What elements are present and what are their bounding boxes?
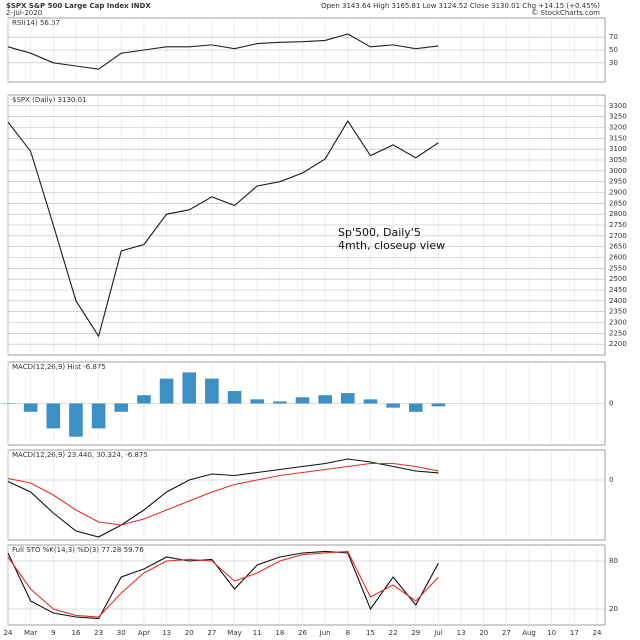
- histogram-bar: [23, 403, 38, 412]
- annotation: Sp'500, Daily'5: [338, 226, 421, 239]
- date: 2-Jul-2020: [6, 9, 42, 17]
- y-tick-label: 0: [609, 476, 613, 484]
- y-tick-label: 2850: [609, 199, 627, 207]
- x-tick-label: May: [227, 629, 241, 637]
- y-tick-label: 2350: [609, 308, 627, 316]
- x-tick-label: 10: [547, 629, 556, 637]
- series-line: [7, 33, 439, 70]
- histogram-bar: [69, 403, 83, 437]
- y-tick-label: 2750: [609, 221, 627, 229]
- y-tick-label: 2300: [609, 319, 627, 327]
- y-tick-label: 2600: [609, 254, 627, 262]
- y-tick-label: 2200: [609, 340, 627, 348]
- x-tick-label: 13: [457, 629, 466, 637]
- credit: © StockCharts.com: [531, 9, 600, 17]
- panel-title: RSI(14) 56.37: [12, 19, 60, 27]
- panel-title: $SPX (Daily) 3130.01: [12, 96, 86, 104]
- histogram-bar: [46, 403, 61, 429]
- histogram-bar: [341, 393, 355, 404]
- x-tick-label: 27: [502, 629, 511, 637]
- x-tick-label: 27: [207, 629, 216, 637]
- histogram-bar: [386, 403, 400, 408]
- histogram-bar: [205, 378, 219, 404]
- x-tick-label: 13: [162, 629, 171, 637]
- symbol: $SPX S&P 500 Large Cap Index INDX: [6, 2, 151, 10]
- y-tick-label: 2550: [609, 264, 627, 272]
- x-tick-label: 20: [479, 629, 488, 637]
- y-tick-label: 50: [609, 46, 618, 54]
- panel-title: MACD(12,26,9) 23.440, 30.324, -6.875: [12, 451, 148, 459]
- y-tick-label: 2500: [609, 275, 627, 283]
- y-tick-label: 2800: [609, 210, 627, 218]
- panel-title: MACD(12,26,9) Hist -6.875: [12, 363, 106, 371]
- y-tick-label: 0: [609, 400, 613, 408]
- x-tick-label: 29: [411, 629, 420, 637]
- histogram-bar: [91, 403, 106, 429]
- x-tick-label: 24: [4, 629, 13, 637]
- x-tick-label: 26: [298, 629, 307, 637]
- annotation: 4mth, closeup view: [338, 239, 445, 252]
- y-tick-label: 2700: [609, 232, 627, 240]
- histogram-bar: [182, 372, 197, 404]
- x-tick-label: Jun: [319, 629, 331, 637]
- series-line: [7, 462, 439, 526]
- histogram-bar: [1, 403, 15, 404]
- x-tick-label: 24: [593, 629, 602, 637]
- x-tick-label: 8: [346, 629, 350, 637]
- histogram-bar: [408, 403, 423, 412]
- series-line: [7, 458, 439, 538]
- x-tick-label: Apr: [138, 629, 150, 637]
- y-tick-label: 2400: [609, 297, 627, 305]
- histogram-bar: [250, 399, 264, 404]
- histogram-bar: [227, 391, 242, 404]
- series-line: [7, 119, 439, 338]
- histogram-bar: [137, 395, 151, 404]
- y-tick-label: 20: [609, 605, 618, 613]
- y-tick-label: 80: [609, 557, 618, 565]
- series-line: [7, 550, 439, 618]
- x-tick-label: Jul: [433, 629, 443, 637]
- y-tick-label: 3200: [609, 124, 627, 132]
- y-tick-label: 3050: [609, 156, 627, 164]
- x-tick-label: 20: [185, 629, 194, 637]
- x-tick-label: Aug: [522, 629, 536, 637]
- quote: Open 3143.64 High 3165.81 Low 3124.52 Cl…: [321, 2, 600, 10]
- histogram-bar: [159, 378, 174, 404]
- histogram-bar: [295, 397, 310, 404]
- panel-title: Full STO %K(14,3) %D(3) 77.28 59.76: [12, 546, 144, 554]
- y-tick-label: 2250: [609, 329, 627, 337]
- y-tick-label: 70: [609, 33, 618, 41]
- y-tick-label: 3150: [609, 134, 627, 142]
- y-tick-label: 3100: [609, 145, 627, 153]
- x-tick-label: 16: [72, 629, 81, 637]
- histogram-bar: [318, 395, 332, 404]
- x-tick-label: 22: [389, 629, 398, 637]
- x-tick-label: 18: [275, 629, 284, 637]
- y-tick-label: 2950: [609, 178, 627, 186]
- y-tick-label: 3300: [609, 102, 627, 110]
- histogram-bar: [273, 401, 287, 404]
- y-tick-label: 3000: [609, 167, 627, 175]
- series-line: [7, 550, 439, 620]
- y-tick-label: 2650: [609, 243, 627, 251]
- x-tick-label: 9: [51, 629, 55, 637]
- y-tick-label: 2900: [609, 189, 627, 197]
- histogram-bar: [363, 399, 378, 404]
- x-tick-label: 11: [253, 629, 262, 637]
- y-tick-label: 2450: [609, 286, 627, 294]
- y-tick-label: 3250: [609, 113, 627, 121]
- histogram-bar: [114, 403, 129, 412]
- x-tick-label: 17: [570, 629, 579, 637]
- x-tick-label: Mar: [24, 629, 37, 637]
- x-tick-label: 15: [366, 629, 375, 637]
- histogram-bar: [431, 403, 446, 407]
- x-tick-label: 23: [94, 629, 103, 637]
- y-tick-label: 30: [609, 59, 618, 67]
- x-tick-label: 30: [117, 629, 126, 637]
